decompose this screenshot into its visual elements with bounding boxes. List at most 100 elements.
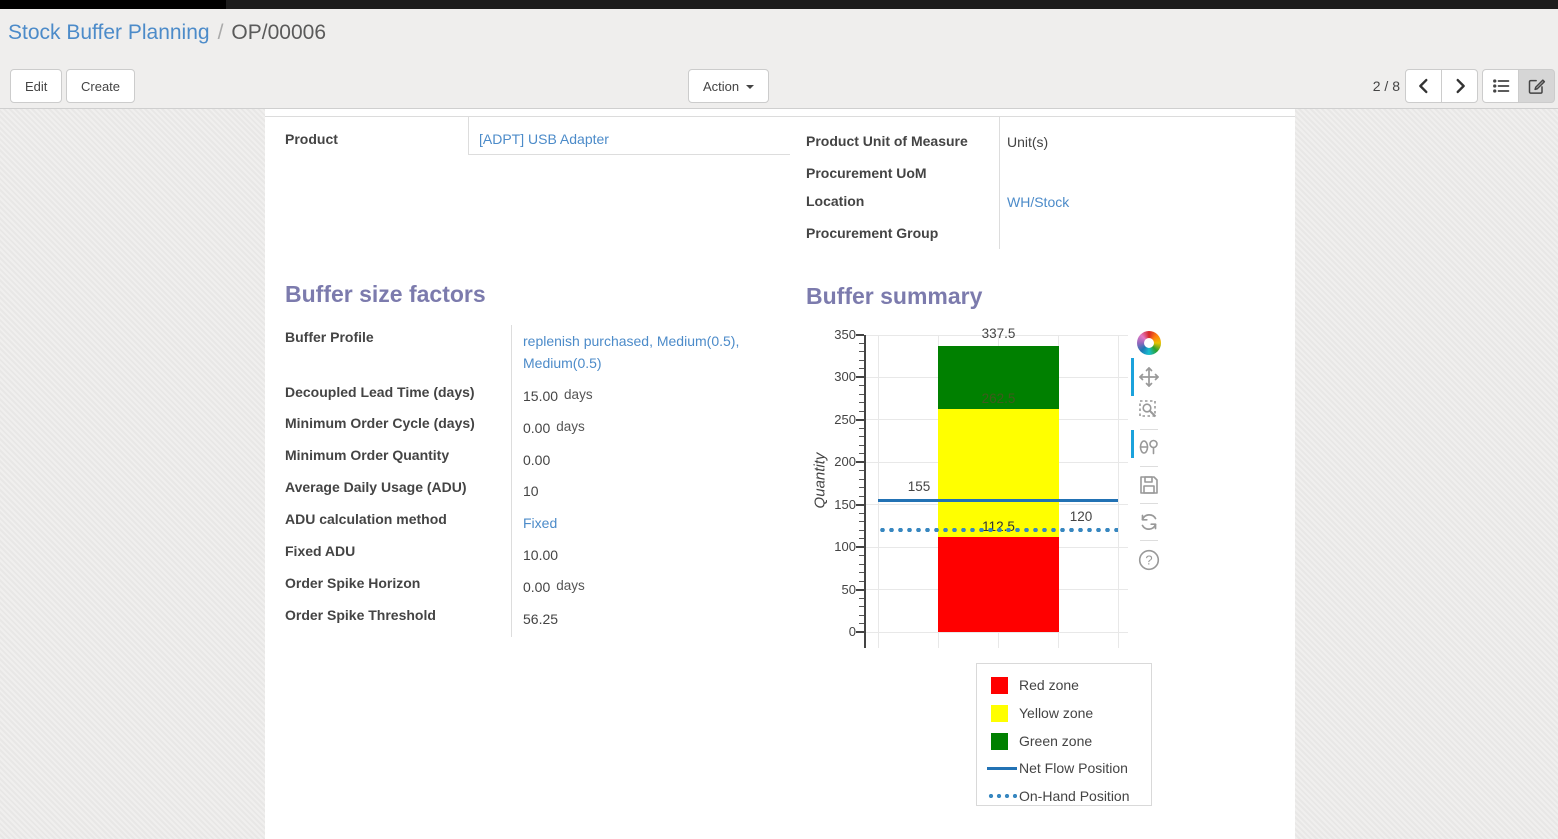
net-flow-line-swatch [987,767,1017,770]
y-axis-tick [859,444,864,446]
days-suffix: days [564,387,593,402]
uom-field-value: Unit(s) [1007,134,1049,150]
edit-button[interactable]: Edit [10,69,63,103]
modebar-separator [1140,503,1158,504]
y-axis-tick [859,572,864,574]
y-axis-tick [856,588,864,591]
y-tick-label: 300 [834,369,856,385]
line-value-label: 120 [1069,509,1093,525]
legend-item-red-zone[interactable]: Red zone [977,677,1153,695]
y-axis-tick [859,487,864,489]
previous-record-button[interactable] [1405,69,1442,103]
y-axis-tick [856,334,864,336]
y-axis-tick [859,478,864,480]
yellow-zone-swatch [991,705,1008,722]
modebar-separator [1140,540,1158,541]
chevron-right-icon [1456,78,1465,94]
breadcrumb: Stock Buffer Planning / OP/00006 [8,21,326,45]
buffer-summary-chart[interactable]: 112.5 262.5 337.5 155 120 0 50 100 150 200 250 300 3… [265,109,1295,839]
adu-value: 10 [523,483,539,499]
y-tick-label: 250 [834,411,856,427]
y-axis-tick [856,546,864,549]
legend-label: On-Hand Position [1019,788,1130,804]
y-tick-label: 200 [834,454,856,470]
action-dropdown-button[interactable]: Action [688,69,770,103]
min-order-quantity-label: Minimum Order Quantity [285,447,450,463]
buffer-profile-link[interactable]: replenish purchased, Medium(0.5), Medium… [523,333,740,371]
y-axis-tick [856,376,864,379]
on-hand-line-swatch [987,794,1017,798]
legend-label: Yellow zone [1019,705,1094,721]
save-icon[interactable] [1137,473,1161,497]
edit-form-icon [1528,79,1545,94]
buffer-summary-heading: Buffer summary [806,283,983,309]
compare-hover-icon[interactable] [1137,436,1161,460]
fixed-adu-value: 10.00 [523,547,559,563]
adu-method-link[interactable]: Fixed [523,515,558,531]
location-field-label: Location [806,193,865,209]
y-axis-tick [856,503,864,506]
legend-item-on-hand[interactable]: On-Hand Position [977,788,1153,806]
chart-legend: Red zone Yellow zone Green zone Net Flow… [976,663,1152,806]
content-area: Product [ADPT] USB Adapter Product Unit … [0,109,1558,839]
y-axis-tick [856,631,864,633]
next-record-button[interactable] [1441,69,1478,103]
column-divider [511,325,512,637]
y-axis-tick [859,402,864,404]
y-tick-label: 350 [834,327,856,342]
gridline-v [878,335,879,648]
legend-label: Green zone [1019,733,1093,749]
gridline-h [866,631,1128,633]
chart-bar-green-zone [938,345,1059,410]
column-divider [999,117,1000,249]
y-axis-tick [859,427,864,429]
buffer-profile-value: replenish purchased, Medium(0.5), Medium… [523,330,775,374]
y-tick-label: 50 [841,581,856,597]
buffer-profile-label: Buffer Profile [285,329,374,345]
y-axis-tick [859,555,864,557]
y-axis-tick [859,470,864,472]
adu-method-label: ADU calculation method [285,511,447,527]
zone-boundary-label: 337.5 [981,325,1016,341]
list-icon [1492,79,1509,93]
chart-y-axis-title: Quantity [811,452,829,509]
view-switcher [1482,69,1555,103]
order-spike-horizon-label: Order Spike Horizon [285,575,421,591]
order-spike-threshold-label: Order Spike Threshold [285,607,436,623]
top-menu-bar [0,0,1558,9]
legend-item-net-flow[interactable]: Net Flow Position [977,760,1153,778]
y-axis-tick [859,351,864,353]
y-axis-tick [859,453,864,455]
legend-item-yellow-zone[interactable]: Yellow zone [977,705,1153,723]
chevron-left-icon [1418,78,1427,94]
product-value-link[interactable]: [ADPT] USB Adapter [479,131,609,147]
y-axis-tick [859,606,864,608]
form-sheet: Product [ADPT] USB Adapter Product Unit … [265,109,1295,839]
legend-item-green-zone[interactable]: Green zone [977,733,1153,751]
record-pager [1405,69,1478,103]
create-button[interactable]: Create [66,69,136,103]
y-axis-tick [859,538,864,540]
red-zone-swatch [991,677,1008,694]
min-order-cycle-label: Minimum Order Cycle (days) [285,415,475,431]
plotly-logo-icon[interactable] [1137,331,1161,355]
box-zoom-icon[interactable] [1137,398,1161,422]
legend-label: Net Flow Position [1019,760,1128,776]
modebar-separator [1140,429,1158,430]
y-axis-line [864,335,866,648]
y-axis-tick [859,393,864,395]
gridline-v [1118,335,1119,648]
list-view-button[interactable] [1482,69,1519,103]
adu-label: Average Daily Usage (ADU) [285,479,467,495]
min-order-quantity-value: 0.00 [523,452,551,468]
location-value-link[interactable]: WH/Stock [1007,194,1070,210]
help-icon[interactable]: ? [1137,548,1161,572]
breadcrumb-parent-link[interactable]: Stock Buffer Planning [8,21,210,44]
pager-counter: 2 / 8 [1372,78,1400,94]
adu-method-value: Fixed [523,512,775,534]
pan-icon[interactable] [1137,365,1161,389]
form-view-button[interactable] [1518,69,1555,103]
reset-axes-icon[interactable] [1137,510,1161,534]
gridline-h [866,334,1128,336]
y-axis-tick [859,410,864,412]
